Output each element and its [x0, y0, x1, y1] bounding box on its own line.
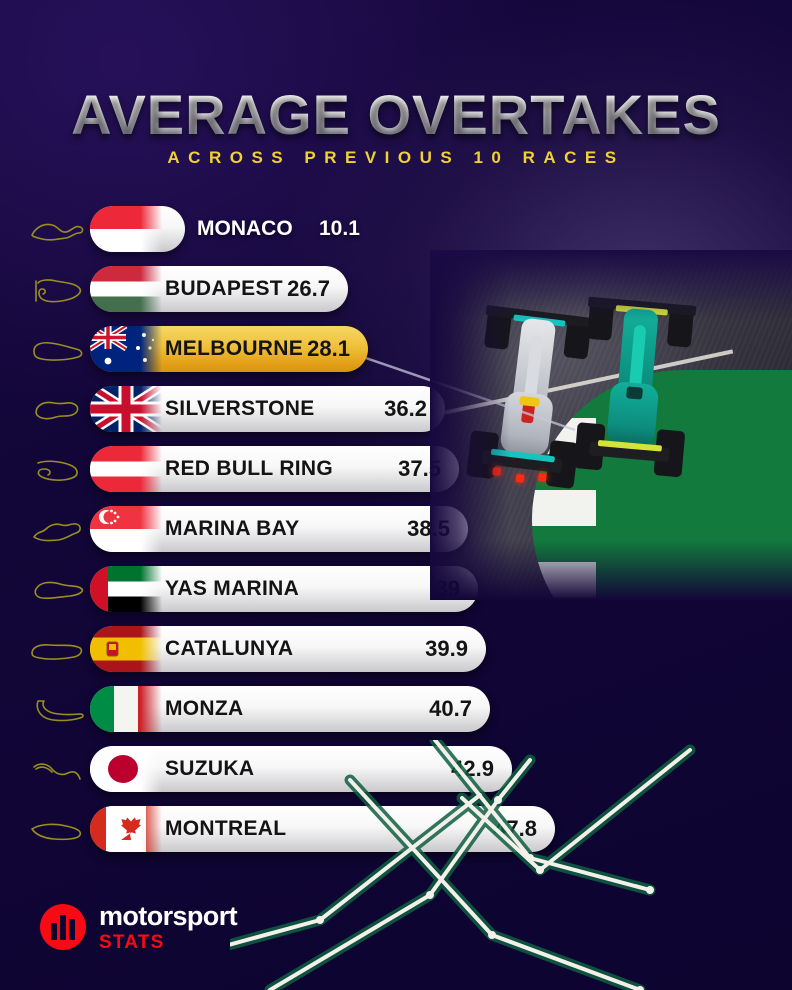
monaco-flag	[90, 206, 162, 252]
circuit-label: BUDAPEST	[165, 277, 283, 300]
spain-flag	[90, 626, 162, 672]
overtakes-value: 47.8	[494, 816, 537, 841]
bar-catalunya[interactable]: CATALUNYA 39.9	[90, 626, 486, 672]
overtakes-value: 28.1	[307, 336, 350, 361]
overtakes-value: 39.9	[425, 636, 468, 661]
circuit-label: SILVERSTONE	[165, 397, 315, 420]
f1-cars-photo	[430, 250, 792, 600]
montreal-track-icon	[26, 811, 88, 849]
circuit-label: MELBOURNE	[165, 337, 304, 360]
circuit-label: SUZUKA	[165, 757, 255, 780]
canada-flag	[90, 806, 162, 852]
table-row[interactable]: YAS MARINA39	[0, 566, 792, 612]
circuit-label: MONTREAL	[165, 817, 287, 840]
overtakes-value: 10.1	[319, 217, 360, 240]
italy-flag	[90, 686, 162, 732]
budapest-track-icon	[26, 271, 88, 309]
bar-red-bull-ring[interactable]: RED BULL RING 37.5	[90, 446, 459, 492]
silverstone-track-icon	[26, 391, 88, 429]
bar-suzuka[interactable]: SUZUKA 42.9	[90, 746, 512, 792]
monaco-track-icon	[26, 211, 88, 249]
table-row[interactable]: MONACO 10.1	[0, 206, 792, 252]
melbourne-track-icon	[26, 331, 88, 369]
bar-marina-bay[interactable]: MARINA BAY 38.5	[90, 506, 468, 552]
page-title: AVERAGE OVERTAKES	[0, 82, 792, 147]
circuit-label: CATALUNYA	[165, 637, 294, 660]
suzuka-track-icon	[26, 751, 88, 789]
circuit-label: MONZA	[165, 697, 244, 720]
table-row[interactable]: BUDAPEST 26.7	[0, 266, 792, 312]
footer-brand: motorsport STATS	[40, 896, 238, 958]
bar-melbourne[interactable]: MELBOURNE 28.1	[90, 326, 368, 372]
circuit-label: MONACO	[197, 217, 293, 240]
table-row[interactable]: RED BULL RING 37.5	[0, 446, 792, 492]
circuit-label: YAS MARINA	[165, 577, 300, 600]
hungary-flag	[90, 266, 162, 312]
bar-monza[interactable]: MONZA 40.7	[90, 686, 490, 732]
bar-monaco[interactable]	[90, 206, 185, 252]
japan-flag	[90, 746, 162, 792]
brand-suffix: STATS	[99, 931, 165, 953]
page-subtitle: ACROSS PREVIOUS 10 RACES	[167, 148, 625, 167]
overtakes-value: 26.7	[287, 276, 330, 301]
brand-name: motorsport	[99, 900, 238, 931]
brand-text: motorsport STATS	[99, 900, 238, 953]
bar-budapest[interactable]: BUDAPEST 26.7	[90, 266, 348, 312]
circuit-label: RED BULL RING	[165, 457, 334, 480]
overtakes-value: 42.9	[451, 756, 494, 781]
redbullring-track-icon	[26, 451, 88, 489]
bar-montreal[interactable]: MONTREAL 47.8	[90, 806, 555, 852]
austria-flag	[90, 446, 162, 492]
overtakes-value: 40.7	[429, 696, 472, 721]
bar-silverstone[interactable]: SILVERSTONE 36.2	[90, 386, 445, 432]
motorsport-stats-logo-icon	[40, 904, 86, 950]
bar-yas-marina[interactable]: YAS MARINA39	[90, 566, 478, 612]
marinabay-track-icon	[26, 511, 88, 549]
catalunya-track-icon	[26, 631, 88, 669]
table-row[interactable]: MONZA 40.7	[0, 686, 792, 732]
singapore-flag	[90, 506, 162, 552]
circuit-label: MARINA BAY	[165, 517, 300, 540]
table-row[interactable]: MONTREAL 47.8	[0, 806, 792, 852]
australia-flag	[90, 326, 162, 372]
yasmarina-track-icon	[26, 571, 88, 609]
table-row[interactable]: CATALUNYA 39.9	[0, 626, 792, 672]
overtakes-value: 36.2	[384, 396, 427, 421]
table-row[interactable]: SILVERSTONE 36.2	[0, 386, 792, 432]
table-row[interactable]: MELBOURNE 28.1	[0, 326, 792, 372]
uk-flag	[90, 386, 162, 432]
uae-flag	[90, 566, 162, 612]
table-row[interactable]: SUZUKA 42.9	[0, 746, 792, 792]
monza-track-icon	[26, 691, 88, 729]
